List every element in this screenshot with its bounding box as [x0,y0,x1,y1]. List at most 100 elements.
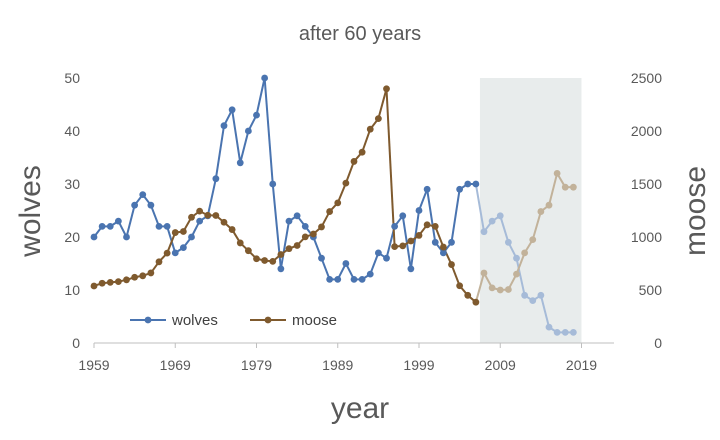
wolves-line-segment [255,77,266,116]
moose-point [204,211,212,219]
legend-label-wolves: wolves [171,312,218,329]
y-tick-label-right: 1500 [631,176,662,192]
moose-point [318,223,325,231]
wolves-point [448,238,455,246]
wolves-point [553,329,561,336]
wolves-point [399,212,407,220]
wolves-line-segment [426,189,437,243]
wolves-point [415,207,423,214]
moose-point [123,276,130,284]
moose-point [228,226,236,233]
moose-point [342,179,350,187]
wolves-point [155,223,163,230]
moose-point [253,255,260,263]
moose-point [90,282,98,290]
wolves-point [212,175,220,183]
moose-point [553,170,561,177]
wolves-point [456,185,464,193]
moose-point [561,183,569,191]
wolves-point [114,217,122,225]
chart-title: after 60 years [299,23,421,45]
moose-point [131,273,139,281]
x-tick-label: 1969 [160,357,191,373]
wolves-point [439,249,447,257]
moose-point [431,223,439,230]
plot-markers [90,74,577,336]
moose-point [269,257,277,265]
moose-line-segment [515,252,526,275]
wolves-point [253,111,260,119]
x-tick-label: 1979 [241,357,272,373]
x-tick-label: 1989 [322,357,353,373]
x-axis-title: year [331,392,389,425]
moose-point [163,249,171,257]
moose-point [326,208,334,215]
moose-point [537,208,545,215]
wolves-point [179,244,187,252]
legend-marker-moose [264,316,272,324]
y-tick-label-right: 1000 [631,229,662,245]
wolves-line-segment [539,295,550,328]
wolves-point [342,260,350,267]
wolves-point [326,276,334,283]
moose-point [529,236,537,244]
wolves-point [350,276,358,283]
wolves-line-segment [263,77,274,185]
x-tick-label: 1959 [78,357,109,373]
legend-label-moose: moose [292,312,337,329]
wolves-point [545,323,553,331]
moose-point [366,125,374,133]
moose-point [98,279,106,287]
moose-point [383,85,390,93]
wolves-point [228,106,236,114]
y-tick-label-left: 30 [64,176,80,192]
y-tick-label-right: 500 [639,282,663,298]
wolves-point [464,180,472,188]
wolves-point [383,254,390,262]
x-ticks: 1959 1969 1979 1989 1999 2009 2019 [78,343,597,373]
y-tick-label-right: 2000 [631,123,662,139]
wolves-point [285,217,293,225]
wolves-point [391,223,399,230]
wolves-point [277,265,285,273]
wolves-point [244,127,252,135]
y-tick-label-right: 2500 [631,70,662,86]
wolves-line-segment [450,189,461,243]
moose-point [569,183,577,191]
moose-line-segment [336,182,347,204]
wolves-point [496,212,504,220]
wolves-line-segment [499,215,510,243]
moose-point [301,233,309,241]
moose-line-segment [344,161,355,184]
moose-point [456,282,464,290]
moose-point [334,199,342,207]
moose-line-segment [166,232,177,254]
y-tick-label-left: 50 [64,70,80,86]
y-axis-title-right: moose [679,166,712,256]
wolves-line-segment [239,130,250,164]
moose-point [391,243,399,251]
moose-line-segment [450,264,461,287]
moose-point [309,230,317,238]
moose-point [374,115,382,122]
wolves-point [106,223,114,230]
moose-point [106,278,114,286]
moose-point [504,286,512,293]
legend: wolves moose [130,312,337,329]
moose-line-segment [385,88,396,247]
wolves-line-segment [214,125,225,179]
y-tick-label-left: 40 [64,123,80,139]
moose-point [244,247,252,255]
moose-point [196,207,204,215]
wolves-point [569,329,577,336]
wolves-point [98,223,106,230]
moose-point [423,221,431,229]
wolves-line-segment [312,236,323,259]
moose-line-segment [474,272,485,303]
moose-line-segment [434,226,445,248]
moose-point [155,258,163,266]
wolves-line-segment [149,204,160,227]
wolves-point [269,180,277,188]
wolves-point [488,217,496,225]
moose-point [521,249,529,257]
